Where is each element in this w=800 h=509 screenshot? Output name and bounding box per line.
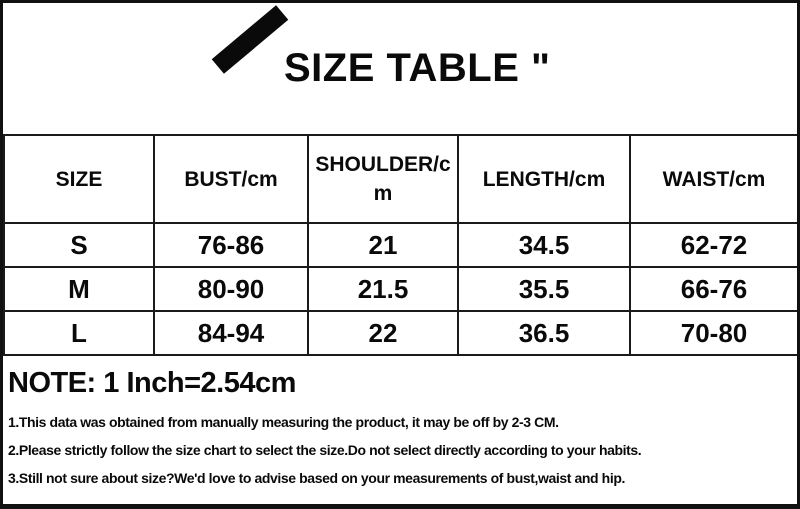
header-waist: WAIST/cm (629, 134, 797, 224)
size-table: SIZE BUST/cm SHOULDER/cm LENGTH/cm WAIST… (3, 134, 797, 356)
cell-shoulder: 22 (307, 310, 459, 356)
table-row-m: M 80-90 21.5 35.5 66-76 (3, 266, 797, 312)
header-bust: BUST/cm (153, 134, 309, 224)
page-title: SIZE TABLE " (284, 46, 551, 90)
table-row-l: L 84-94 22 36.5 70-80 (3, 310, 797, 356)
table-header-row: SIZE BUST/cm SHOULDER/cm LENGTH/cm WAIST… (3, 134, 797, 224)
header-shoulder: SHOULDER/cm (307, 134, 459, 224)
cell-bust: 84-94 (153, 310, 309, 356)
cell-size: S (3, 222, 155, 268)
cell-size: L (3, 310, 155, 356)
cell-shoulder: 21.5 (307, 266, 459, 312)
header-length: LENGTH/cm (457, 134, 631, 224)
cell-length: 34.5 (457, 222, 631, 268)
diagonal-brush-stroke-icon (211, 5, 289, 74)
header-size: SIZE (3, 134, 155, 224)
cell-shoulder: 21 (307, 222, 459, 268)
cell-bust: 80-90 (153, 266, 309, 312)
cell-length: 36.5 (457, 310, 631, 356)
table-row-s: S 76-86 21 34.5 62-72 (3, 222, 797, 268)
note-line-1: 1.This data was obtained from manually m… (8, 414, 559, 430)
note-line-3: 3.Still not sure about size?We'd love to… (8, 470, 625, 486)
notes-section: NOTE: 1 Inch=2.54cm 1.This data was obta… (3, 356, 797, 492)
note-line-2: 2.Please strictly follow the size chart … (8, 442, 642, 458)
cell-size: M (3, 266, 155, 312)
note-heading: NOTE: 1 Inch=2.54cm (8, 367, 296, 399)
size-table-header: SIZE BUST/cm SHOULDER/cm LENGTH/cm WAIST… (3, 134, 797, 224)
cell-bust: 76-86 (153, 222, 309, 268)
cell-waist: 70-80 (629, 310, 797, 356)
cell-waist: 66-76 (629, 266, 797, 312)
cell-length: 35.5 (457, 266, 631, 312)
size-table-body: S 76-86 21 34.5 62-72 M 80-90 21.5 35.5 … (3, 222, 797, 356)
cell-waist: 62-72 (629, 222, 797, 268)
title-band: SIZE TABLE " (3, 3, 797, 134)
